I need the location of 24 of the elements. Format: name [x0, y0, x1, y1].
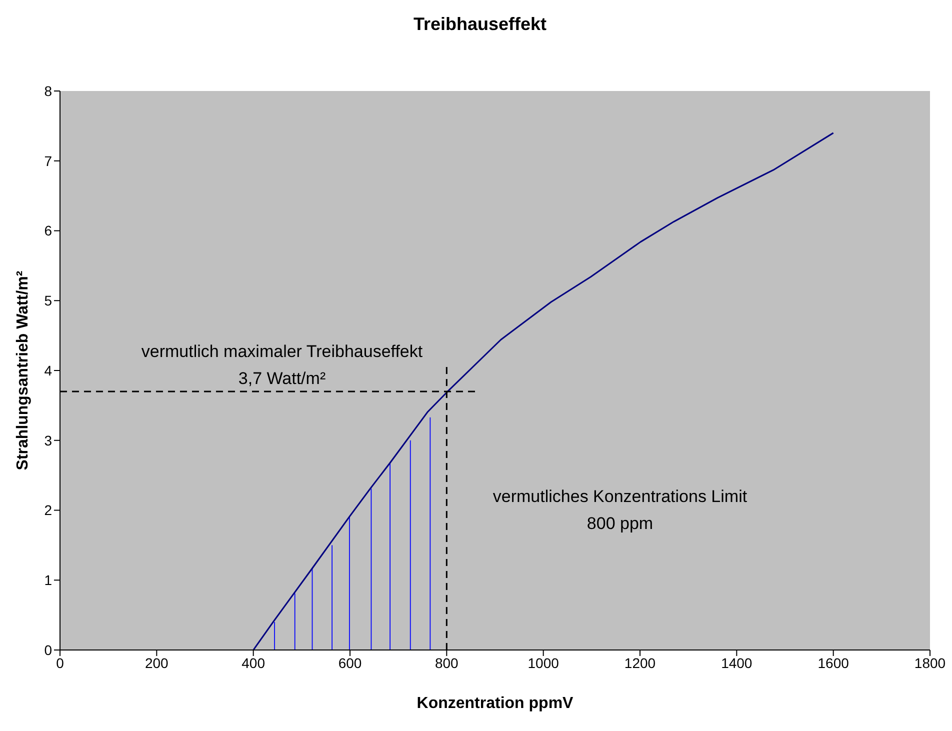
y-tick-label: 3 — [44, 432, 52, 448]
y-tick-label: 6 — [44, 222, 52, 239]
y-tick-label: 1 — [44, 572, 52, 588]
y-tick-label: 5 — [44, 292, 52, 309]
x-tick-label: 400 — [242, 654, 266, 671]
y-axis-title: Strahlungsantrieb Watt/m² — [14, 270, 32, 470]
x-tick-label: 0 — [56, 654, 64, 671]
x-tick-label: 1600 — [818, 654, 850, 671]
x-tick-label: 1200 — [624, 654, 656, 671]
x-tick-label: 200 — [144, 654, 169, 671]
y-tick-label: 7 — [44, 152, 52, 169]
x-tick-label: 1800 — [914, 654, 946, 671]
x-tick-label: 1000 — [528, 654, 560, 671]
x-tick-label: 800 — [434, 654, 459, 671]
chart-title: Treibhauseffekt — [412, 14, 548, 35]
annotation: vermutlich maximaler Treibhauseffekt 3,7 Watt/m² — [140, 341, 424, 390]
x-axis-title: Konzentration ppmV — [416, 695, 574, 712]
y-tick-label: 8 — [44, 82, 52, 99]
y-tick-label: 4 — [44, 362, 52, 378]
x-tick-label: 600 — [338, 654, 362, 671]
y-tick-label: 2 — [44, 502, 52, 518]
annotation: vermutliches Konzentrations Limit 800 ppm — [492, 486, 748, 535]
x-tick-label: 1400 — [721, 654, 752, 671]
y-tick-label: 0 — [44, 642, 52, 658]
